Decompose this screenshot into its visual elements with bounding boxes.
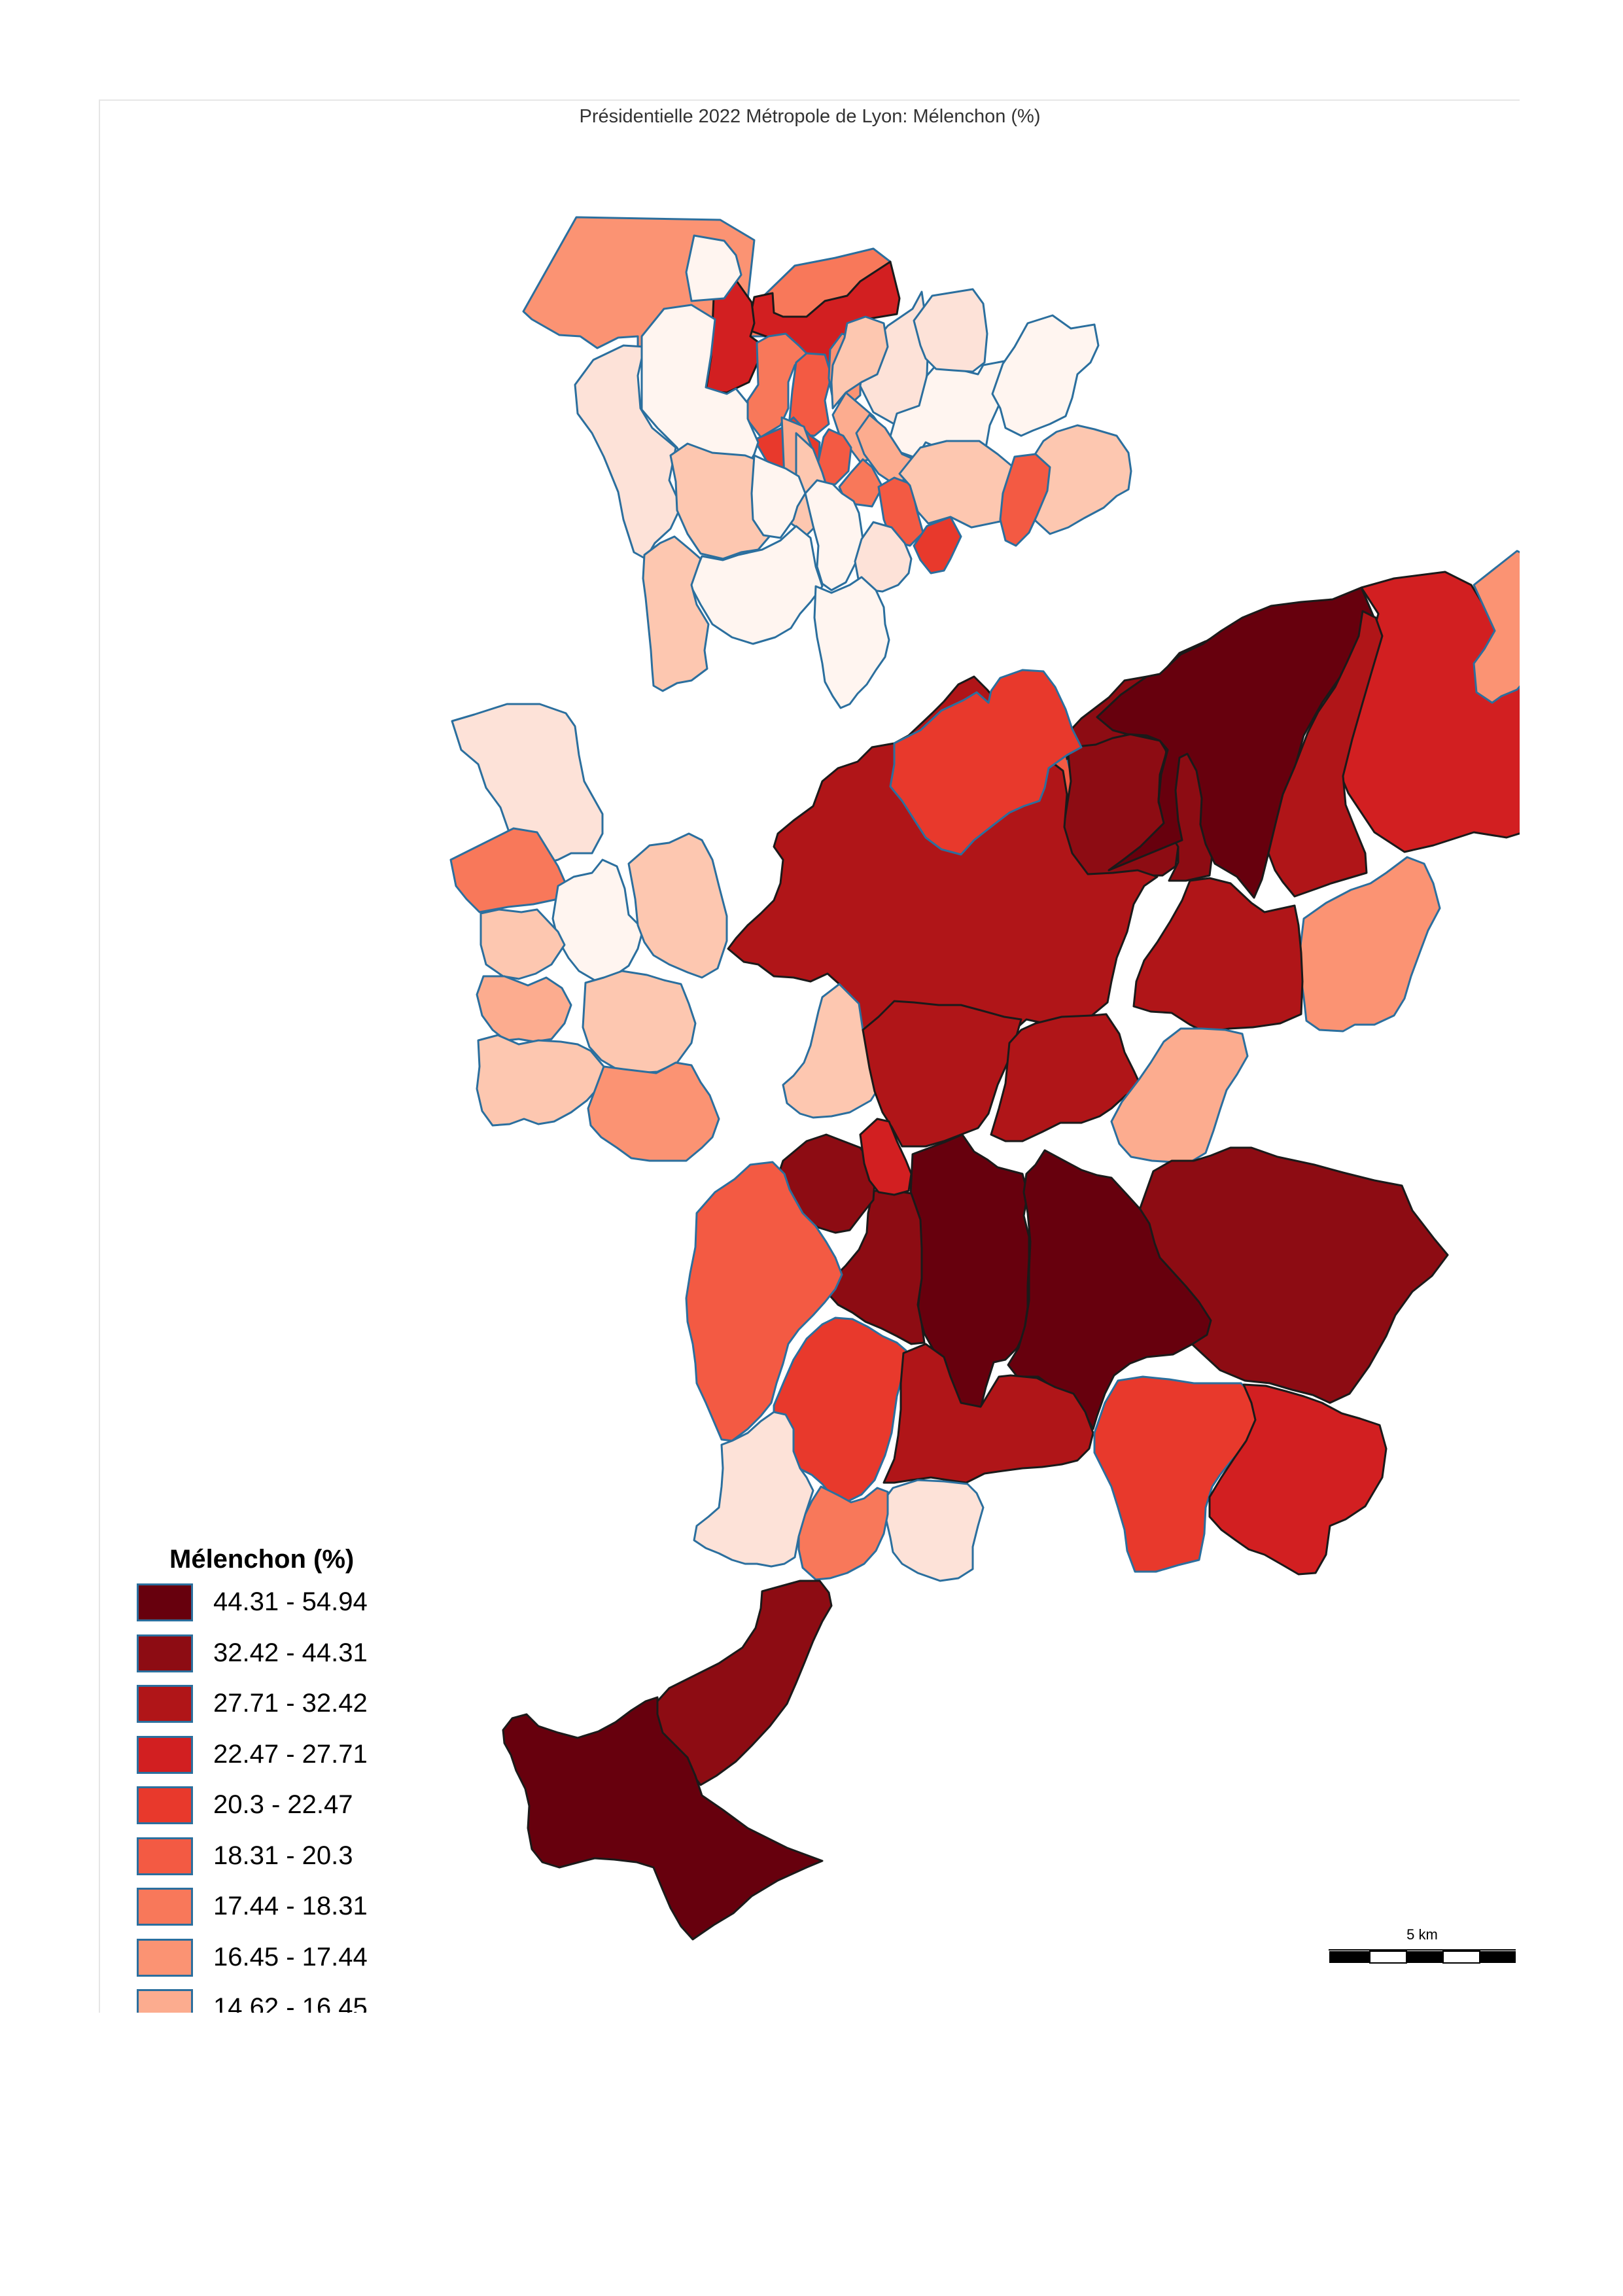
legend-label: 22.47 - 27.71 <box>213 1739 368 1769</box>
commune-polygon[interactable] <box>652 1580 833 1786</box>
commune-polygon[interactable] <box>476 975 572 1043</box>
communes-layer <box>449 216 1520 1941</box>
scale-bar: 5 km <box>1329 1926 1516 1966</box>
legend-swatch <box>137 1989 193 2013</box>
commune-polygon[interactable] <box>1110 1027 1249 1163</box>
legend-item: 14.62 - 16.45 <box>137 1989 368 2013</box>
commune-polygon[interactable] <box>999 453 1051 547</box>
commune-polygon[interactable] <box>587 1061 720 1162</box>
commune-polygon[interactable] <box>685 1161 843 1442</box>
legend-item: 18.31 - 20.3 <box>137 1837 354 1888</box>
legend-title: Mélenchon (%) <box>169 1545 355 1574</box>
commune-polygon[interactable] <box>1093 1375 1258 1573</box>
commune-polygon[interactable] <box>788 352 833 437</box>
legend: Mélenchon (%) 44.31 - 54.94 32.42 - 44.31… <box>137 1545 368 2013</box>
commune-polygon[interactable] <box>480 908 566 980</box>
legend-rows: 44.31 - 54.94 32.42 - 44.31 27.71 - 32.42 2… <box>137 1583 368 2013</box>
legend-item: 22.47 - 27.71 <box>137 1735 368 1787</box>
legend-swatch <box>137 1837 193 1875</box>
commune-polygon[interactable] <box>502 1696 824 1941</box>
commune-polygon[interactable] <box>990 1013 1143 1142</box>
commune-polygon[interactable] <box>889 669 1083 856</box>
commune-polygon[interactable] <box>1299 856 1441 1033</box>
legend-label: 44.31 - 54.94 <box>213 1587 368 1616</box>
commune-polygon[interactable] <box>882 1343 1094 1484</box>
legend-swatch <box>137 1634 193 1672</box>
legend-swatch <box>137 1583 193 1621</box>
commune-polygon[interactable] <box>750 454 807 539</box>
commune-polygon[interactable] <box>1026 424 1132 535</box>
legend-item: 20.3 - 22.47 <box>137 1786 354 1837</box>
legend-item: 17.44 - 18.31 <box>137 1888 368 1939</box>
legend-swatch <box>137 1888 193 1926</box>
commune-polygon[interactable] <box>913 288 988 373</box>
legend-label: 17.44 - 18.31 <box>213 1892 368 1920</box>
legend-item: 44.31 - 54.94 <box>137 1583 368 1634</box>
legend-swatch <box>137 1735 193 1774</box>
commune-polygon[interactable] <box>582 970 697 1074</box>
commune-polygon[interactable] <box>797 1485 889 1581</box>
commune-polygon[interactable] <box>825 1190 926 1345</box>
legend-swatch <box>137 1786 193 1824</box>
legend-swatch <box>137 1938 193 1977</box>
legend-item: 32.42 - 44.31 <box>137 1634 368 1686</box>
commune-polygon[interactable] <box>689 525 824 645</box>
commune-polygon[interactable] <box>693 1411 814 1568</box>
commune-polygon[interactable] <box>830 315 889 410</box>
legend-label: 14.62 - 16.45 <box>213 1993 368 2013</box>
commune-polygon[interactable] <box>813 576 890 709</box>
map-frame: Présidentielle 2022 Métropole de Lyon: M… <box>99 99 1520 2013</box>
commune-polygon[interactable] <box>1132 877 1304 1034</box>
legend-item: 27.71 - 32.42 <box>137 1685 368 1736</box>
scale-bar-label: 5 km <box>1406 1926 1438 1943</box>
commune-polygon[interactable] <box>685 234 742 302</box>
commune-polygon[interactable] <box>913 516 962 574</box>
legend-swatch <box>137 1685 193 1723</box>
legend-label: 32.42 - 44.31 <box>213 1638 368 1667</box>
legend-label: 20.3 - 22.47 <box>213 1790 353 1819</box>
commune-polygon[interactable] <box>642 535 710 692</box>
commune-polygon[interactable] <box>1473 550 1520 704</box>
commune-polygon[interactable] <box>773 1316 907 1504</box>
commune-polygon[interactable] <box>451 703 604 866</box>
choropleth-map[interactable] <box>100 101 1520 2013</box>
commune-polygon[interactable] <box>1096 586 1377 899</box>
legend-label: 27.71 - 32.42 <box>213 1689 368 1718</box>
commune-polygon[interactable] <box>627 832 728 979</box>
map-title: Présidentielle 2022 Métropole de Lyon: M… <box>579 106 1041 127</box>
commune-polygon[interactable] <box>476 1034 605 1127</box>
legend-label: 16.45 - 17.44 <box>213 1942 368 1971</box>
commune-polygon[interactable] <box>551 858 644 981</box>
commune-polygon[interactable] <box>1267 610 1384 898</box>
commune-polygon[interactable] <box>1007 1149 1212 1430</box>
legend-label: 18.31 - 20.3 <box>213 1841 353 1870</box>
commune-polygon[interactable] <box>991 314 1100 437</box>
commune-polygon[interactable] <box>884 1479 985 1582</box>
commune-polygon[interactable] <box>1208 1383 1387 1576</box>
legend-item: 16.45 - 17.44 <box>137 1938 368 1990</box>
commune-polygon[interactable] <box>859 1118 913 1196</box>
